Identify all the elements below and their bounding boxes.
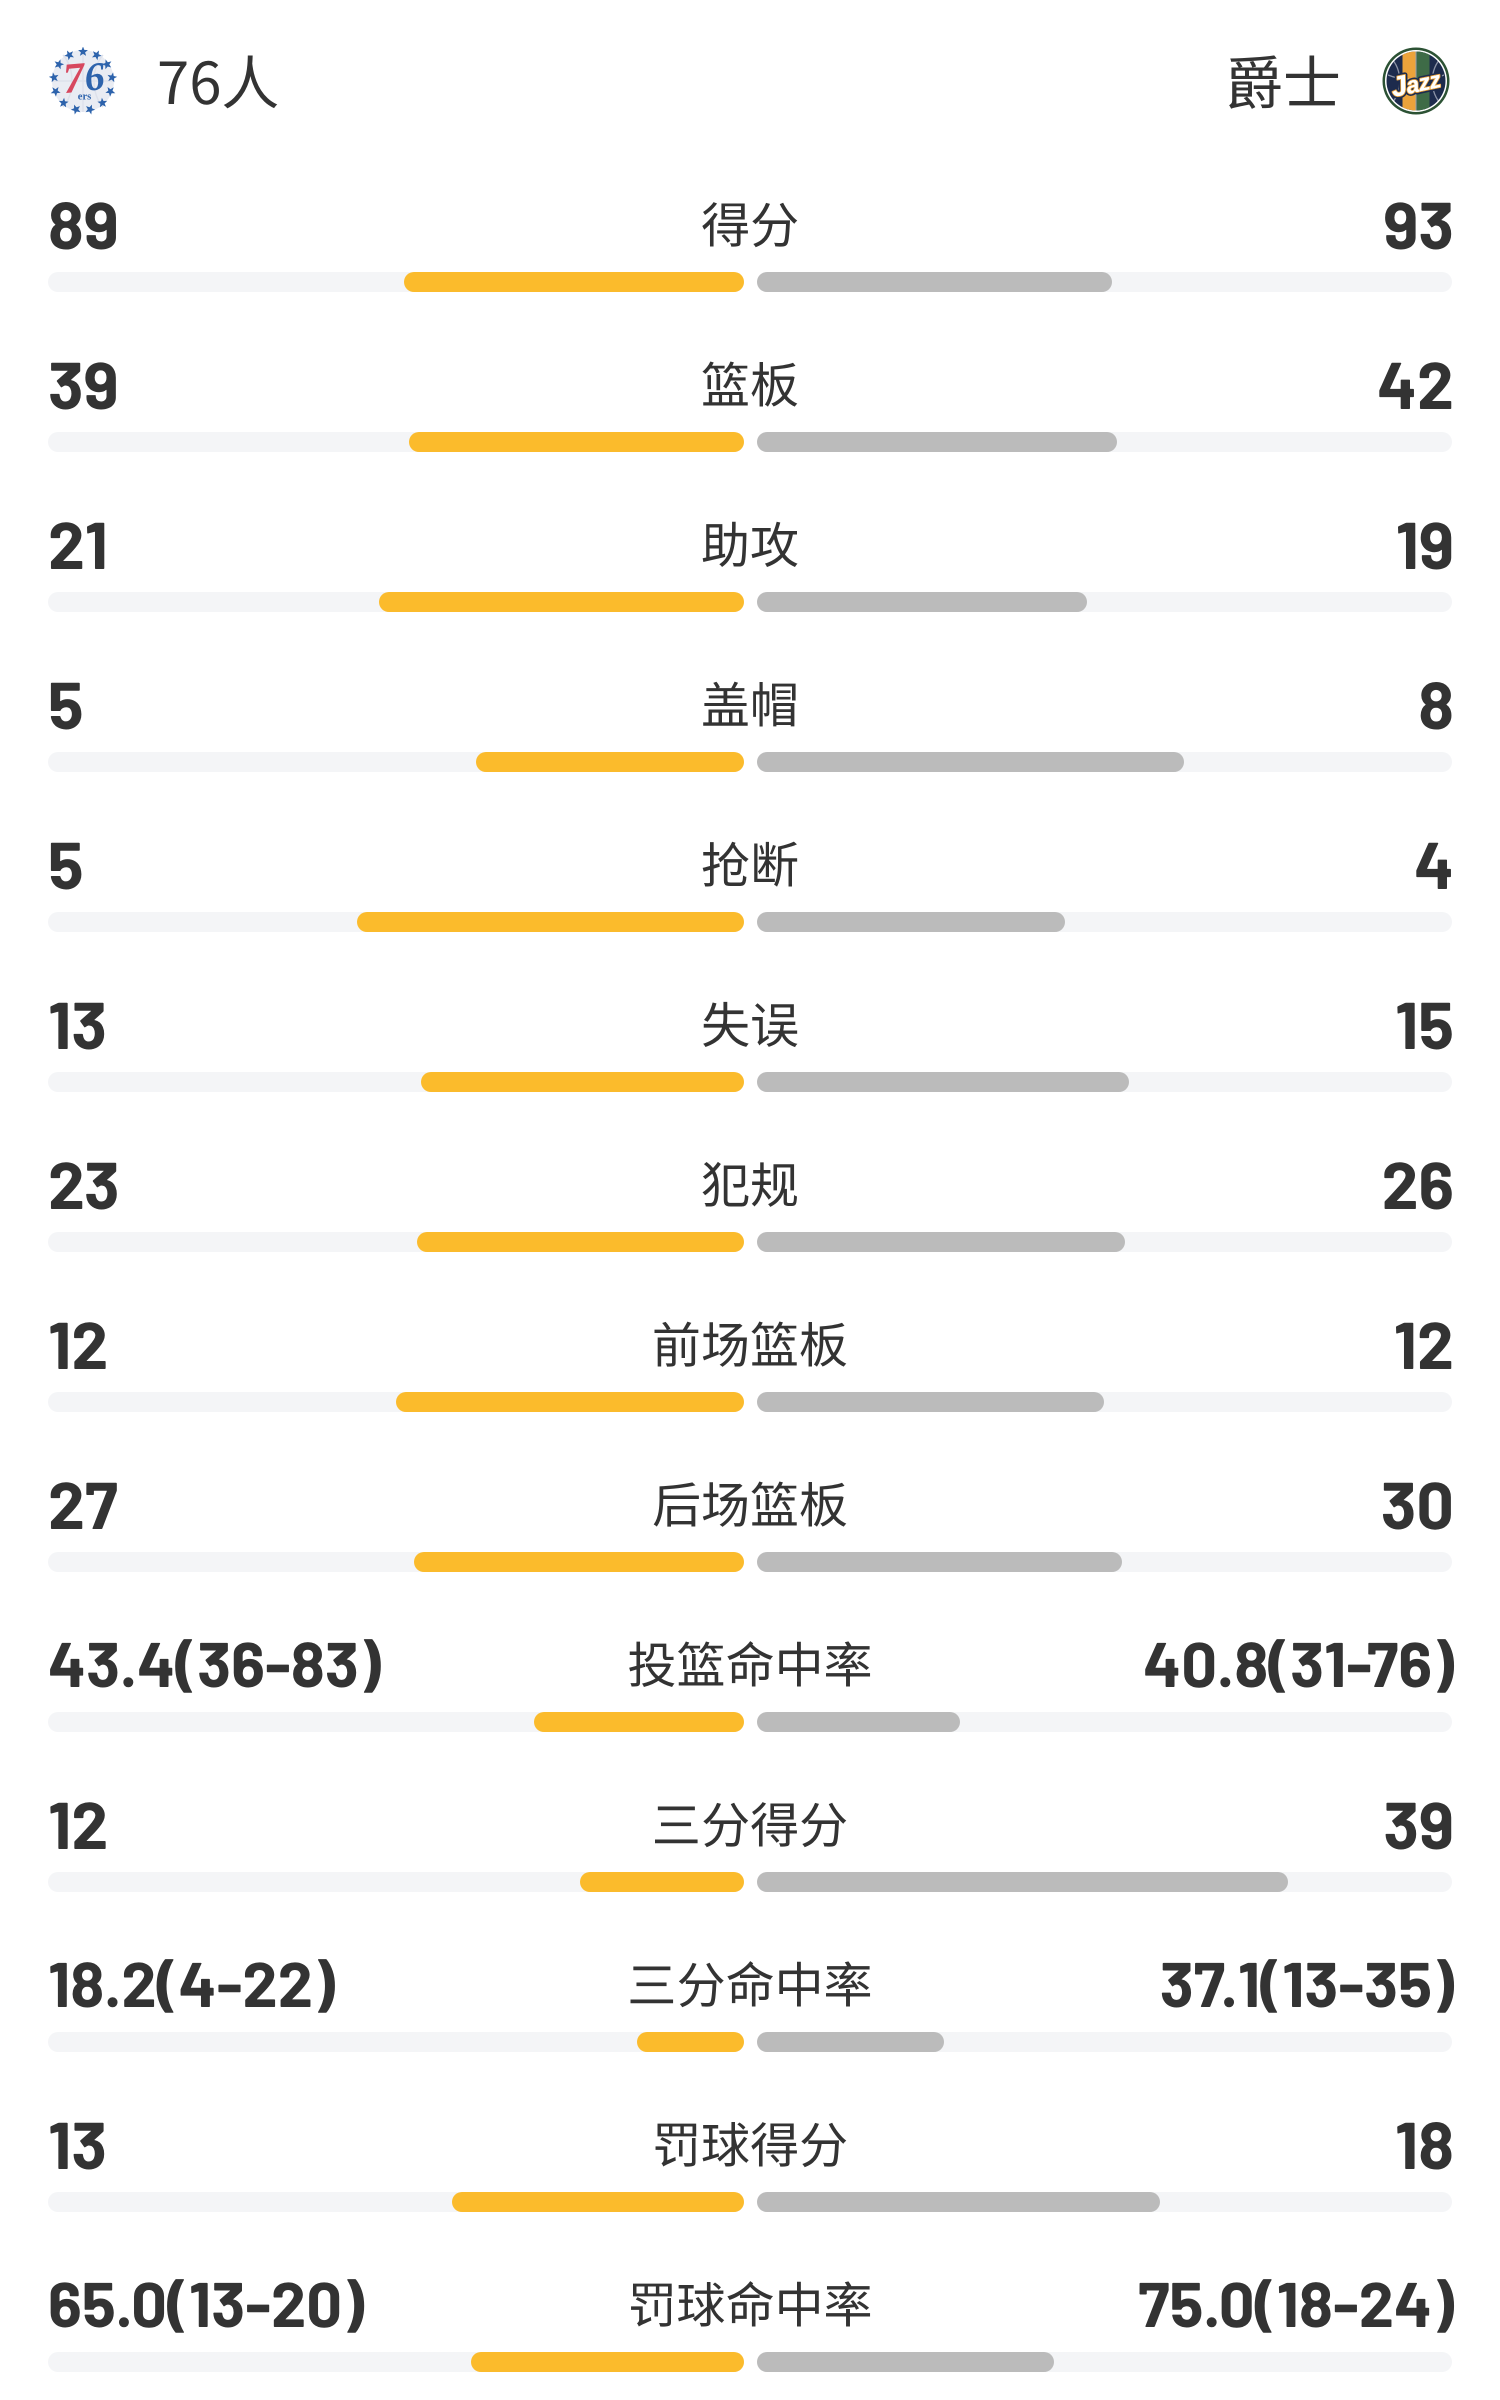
svg-text:ers: ers — [78, 92, 91, 103]
svg-text:6: 6 — [83, 53, 107, 100]
